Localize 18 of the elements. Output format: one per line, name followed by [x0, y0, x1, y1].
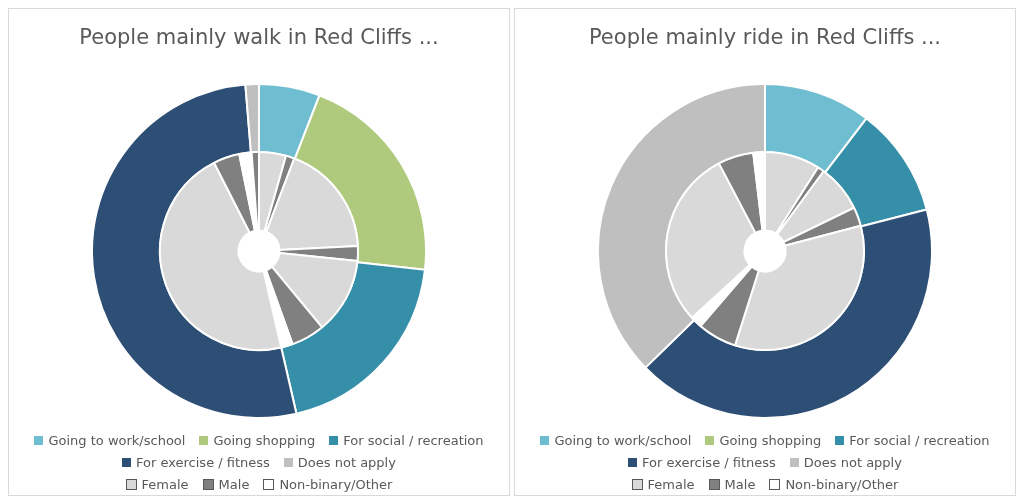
legend-label: Female	[141, 476, 189, 492]
legend-label: Non-binary/Other	[279, 476, 393, 492]
legend-label: Does not apply	[297, 454, 396, 470]
chart-title: People mainly walk in Red Cliffs ...	[78, 25, 440, 49]
legend-label: Male	[218, 476, 250, 492]
legend-label: For exercise / fitness	[136, 454, 270, 470]
legend-label: For exercise / fitness	[642, 454, 776, 470]
legend-label: Female	[647, 476, 695, 492]
legend-label: Non-binary/Other	[785, 476, 899, 492]
legend-label: For social / recreation	[849, 432, 990, 448]
legend-label: Male	[724, 476, 756, 492]
legend-label: For social / recreation	[343, 432, 484, 448]
legend-label: Going shopping	[213, 432, 316, 448]
legend-label: Going shopping	[719, 432, 822, 448]
legend-label: Does not apply	[803, 454, 902, 470]
chart-title: People mainly ride in Red Cliffs ...	[587, 25, 943, 49]
legend-label: Going to work/school	[554, 432, 692, 448]
legend-label: Going to work/school	[48, 432, 186, 448]
